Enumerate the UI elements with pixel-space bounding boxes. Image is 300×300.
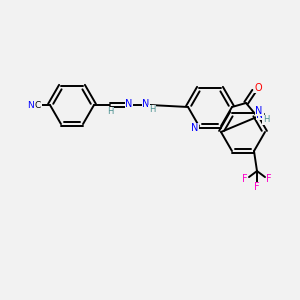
- Text: H: H: [107, 107, 113, 116]
- Text: F: F: [266, 174, 272, 184]
- Text: N: N: [255, 106, 263, 116]
- Text: N: N: [125, 99, 133, 109]
- Text: F: F: [242, 174, 248, 184]
- Text: F: F: [254, 182, 260, 192]
- Text: N: N: [28, 100, 34, 109]
- Text: N: N: [256, 110, 264, 120]
- Text: H: H: [263, 116, 269, 124]
- Text: C: C: [35, 100, 41, 109]
- Text: N: N: [191, 123, 199, 133]
- Text: O: O: [254, 83, 262, 93]
- Text: N: N: [142, 99, 150, 109]
- Text: H: H: [149, 106, 155, 115]
